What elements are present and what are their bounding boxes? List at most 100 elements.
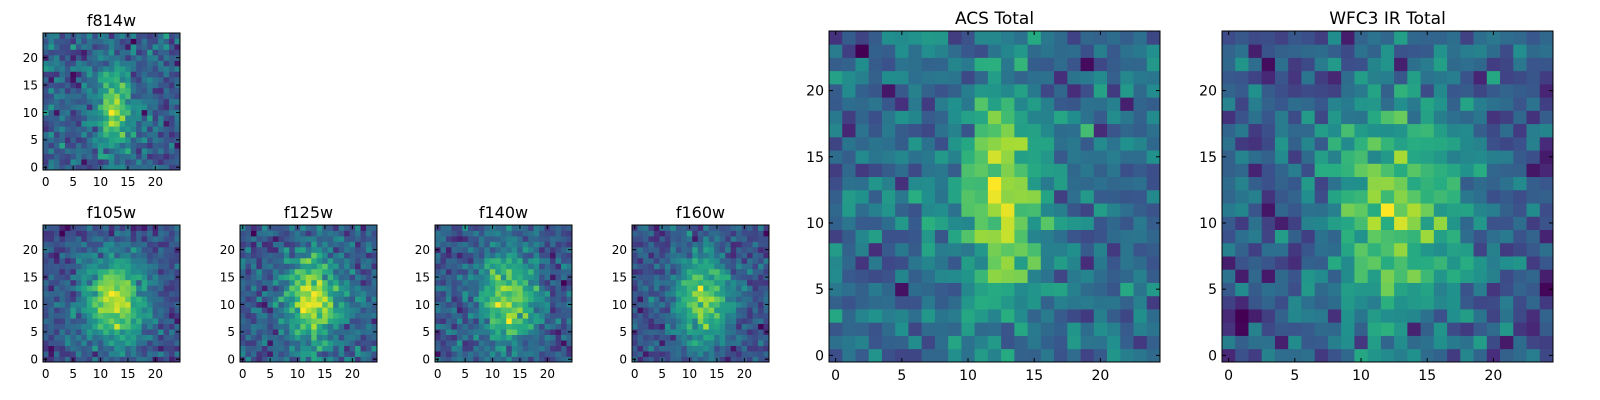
heatmap-cell bbox=[517, 268, 524, 275]
heatmap-cell bbox=[163, 225, 170, 231]
heatmap-cell bbox=[1222, 348, 1236, 363]
heatmap-cell bbox=[70, 279, 77, 286]
heatmap-cell bbox=[544, 296, 551, 303]
heatmap-cell bbox=[829, 70, 843, 85]
heatmap-cell bbox=[1367, 322, 1382, 336]
heatmap-cell bbox=[473, 279, 480, 286]
heatmap-cell bbox=[1354, 269, 1369, 283]
heatmap-cell bbox=[1146, 348, 1161, 363]
heatmap-cell bbox=[522, 356, 529, 363]
heatmap-cell bbox=[125, 153, 132, 160]
heatmap-cell bbox=[462, 257, 469, 264]
heatmap-cell bbox=[130, 241, 137, 248]
heatmap-cell bbox=[1513, 83, 1527, 98]
heatmap-cell bbox=[86, 296, 93, 303]
heatmap-cell bbox=[1407, 269, 1421, 283]
heatmap-cell bbox=[92, 279, 99, 286]
heatmap-cell bbox=[1093, 110, 1108, 125]
heatmap-cell bbox=[59, 104, 66, 111]
heatmap-cell bbox=[278, 329, 285, 335]
heatmap-cell bbox=[64, 120, 71, 127]
heatmap-cell bbox=[108, 241, 115, 248]
heatmap-cell bbox=[974, 242, 989, 257]
heatmap-cell bbox=[440, 268, 447, 275]
heatmap-cell bbox=[92, 235, 99, 242]
heatmap-cell bbox=[130, 356, 137, 363]
heatmap-cell bbox=[736, 230, 742, 237]
heatmap-cell bbox=[948, 150, 962, 164]
heatmap-cell bbox=[64, 65, 71, 72]
heatmap-cell bbox=[539, 274, 545, 281]
heatmap-cell bbox=[59, 148, 66, 154]
heatmap-cell bbox=[1067, 348, 1081, 363]
heatmap-cell bbox=[484, 323, 491, 330]
heatmap-cell bbox=[1539, 282, 1554, 297]
heatmap-cell bbox=[103, 38, 110, 45]
heatmap-cell bbox=[692, 225, 699, 231]
heatmap-cell bbox=[316, 312, 323, 319]
heatmap-cell bbox=[64, 104, 71, 111]
heatmap-cell bbox=[1054, 229, 1068, 244]
heatmap-cell bbox=[511, 225, 518, 231]
heatmap-cell bbox=[736, 285, 742, 292]
heatmap-cell bbox=[114, 126, 121, 133]
heatmap-cell bbox=[1288, 110, 1302, 125]
heatmap-cell bbox=[349, 351, 356, 357]
heatmap-cell bbox=[829, 163, 843, 178]
heatmap-cell bbox=[1222, 282, 1236, 297]
heatmap-cell bbox=[163, 252, 170, 259]
heatmap-cell bbox=[747, 334, 753, 341]
heatmap-cell bbox=[141, 230, 148, 237]
heatmap-cell bbox=[338, 334, 345, 341]
heatmap-cell bbox=[642, 334, 649, 341]
heatmap-cell bbox=[283, 285, 290, 292]
heatmap-cell bbox=[533, 241, 540, 248]
heatmap-cell bbox=[1014, 295, 1028, 310]
heatmap-cell bbox=[136, 71, 143, 78]
heatmap-cell bbox=[1394, 189, 1408, 204]
heatmap-cell bbox=[1433, 31, 1448, 45]
heatmap-cell bbox=[163, 246, 170, 253]
heatmap-cell bbox=[125, 323, 132, 330]
heatmap-cell bbox=[632, 235, 638, 242]
heatmap-cell bbox=[692, 307, 699, 314]
heatmap-cell bbox=[245, 323, 252, 330]
heatmap-cell bbox=[125, 93, 132, 100]
heatmap-cell bbox=[961, 163, 976, 178]
heatmap-cell bbox=[1054, 123, 1068, 138]
heatmap-cell bbox=[445, 285, 452, 292]
heatmap-cell bbox=[119, 115, 126, 122]
heatmap-cell bbox=[174, 323, 181, 330]
heatmap-cell bbox=[1067, 110, 1081, 125]
heatmap-cell bbox=[119, 274, 126, 281]
x-tick-label: 20 bbox=[148, 367, 163, 381]
heatmap-cell bbox=[1054, 335, 1068, 350]
heatmap-cell bbox=[489, 318, 496, 325]
heatmap-cell bbox=[670, 356, 677, 363]
heatmap-cell bbox=[1001, 309, 1015, 323]
heatmap-cell bbox=[730, 318, 737, 325]
heatmap-cell bbox=[763, 230, 770, 237]
heatmap-cell bbox=[653, 246, 660, 253]
heatmap-cell bbox=[692, 312, 699, 319]
heatmap-cell bbox=[708, 323, 715, 330]
heatmap-cell bbox=[119, 142, 126, 149]
heatmap-cell bbox=[97, 54, 104, 61]
heatmap-cell bbox=[92, 65, 99, 72]
heatmap-cell bbox=[43, 318, 49, 325]
heatmap-cell bbox=[64, 93, 71, 100]
heatmap-cell bbox=[141, 33, 148, 39]
heatmap-cell bbox=[829, 57, 843, 72]
heatmap-cell bbox=[511, 263, 518, 270]
heatmap-cell bbox=[267, 285, 274, 292]
heatmap-cell bbox=[1433, 216, 1448, 230]
heatmap-cell bbox=[473, 230, 480, 237]
heatmap-cell bbox=[322, 279, 329, 286]
heatmap-cell bbox=[360, 263, 367, 270]
heatmap-cell bbox=[829, 216, 843, 230]
heatmap-cell bbox=[974, 282, 989, 297]
heatmap-cell bbox=[366, 279, 372, 286]
heatmap-cell bbox=[692, 285, 699, 292]
heatmap-cell bbox=[1327, 229, 1342, 244]
